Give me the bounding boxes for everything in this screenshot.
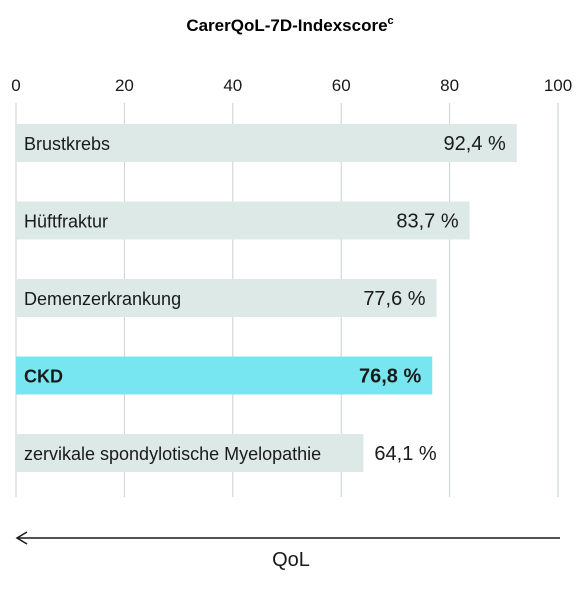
x-tick-label: 100 (544, 76, 572, 95)
x-tick-label: 80 (440, 76, 459, 95)
category-label: CKD (24, 367, 63, 387)
x-tick-label: 0 (11, 76, 20, 95)
qol-arrow (15, 531, 560, 545)
bar (16, 201, 470, 240)
category-label: Brustkrebs (24, 134, 110, 154)
x-tick-label: 60 (332, 76, 351, 95)
category-label: zervikale spondylotische Myelopathie (24, 444, 321, 464)
x-tick-labels: 0 20 40 60 80 100 (11, 76, 572, 95)
bar (16, 124, 517, 162)
bars (16, 124, 517, 472)
value-label: 64,1 % (374, 443, 436, 465)
arrow-head (15, 531, 28, 545)
category-label: Demenzerkrankung (24, 289, 181, 309)
value-label: 76,8 % (359, 366, 421, 388)
bar (16, 279, 437, 317)
value-label: 92,4 % (444, 133, 506, 155)
value-label: 83,7 % (396, 211, 458, 233)
chart-title: CarerQoL-7D-Indexscorec (186, 15, 393, 35)
bar (16, 434, 364, 472)
qol-label: QoL (272, 549, 310, 571)
bar-labels: Brustkrebs 92,4 % Hüftfraktur 83,7 % Demenze… (24, 133, 506, 465)
value-label: 77,6 % (363, 288, 425, 310)
x-tick-label: 20 (115, 76, 134, 95)
bar (16, 356, 433, 395)
x-tick-label: 40 (223, 76, 242, 95)
category-label: Hüftfraktur (24, 212, 108, 232)
